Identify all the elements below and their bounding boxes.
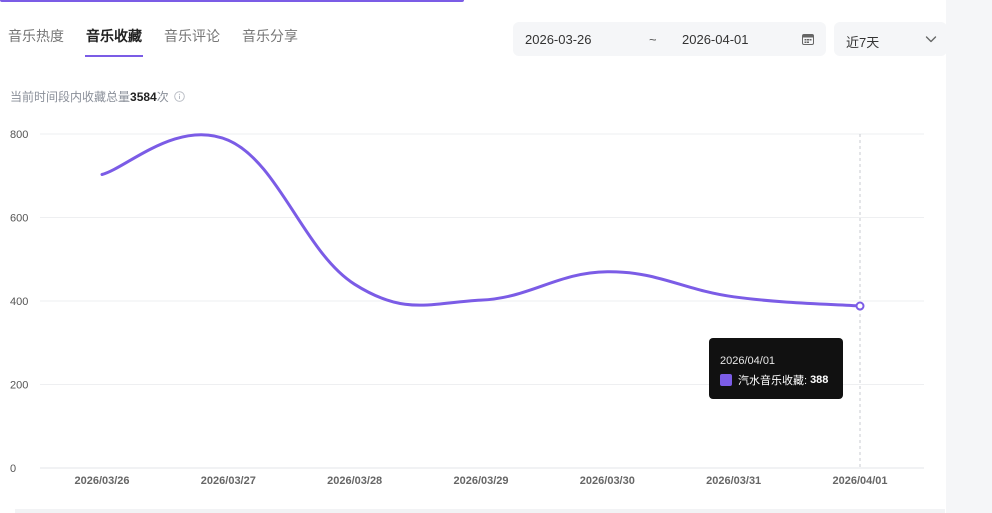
x-tick-label: 2026/03/28 — [327, 475, 382, 487]
x-tick-label: 2026/03/26 — [74, 475, 129, 487]
tab-music-favorites[interactable]: 音乐收藏 — [85, 26, 143, 57]
top-accent-bar — [0, 0, 464, 2]
y-tick-label: 600 — [10, 213, 28, 225]
y-tick-label: 200 — [10, 380, 28, 392]
tab-music-comments[interactable]: 音乐评论 — [164, 28, 220, 44]
y-tick-label: 800 — [10, 129, 28, 141]
data-points — [855, 301, 865, 311]
tooltip-swatch — [720, 374, 732, 386]
x-tick-label: 2026/03/27 — [201, 475, 256, 487]
tooltip-value: 388 — [810, 374, 829, 386]
summary-suffix: 次 — [156, 90, 169, 104]
series-line-favorites — [100, 133, 862, 308]
period-select[interactable]: 近7天 — [834, 22, 947, 56]
x-axis: 2026/03/26 2026/03/27 2026/03/28 2026/03/29… — [74, 475, 887, 487]
y-axis: 0 200 400 600 800 — [10, 129, 28, 475]
period-value: 近7天 — [846, 35, 880, 50]
x-tick-label: 2026/03/30 — [580, 475, 635, 487]
start-date[interactable]: 2026-03-26 — [525, 31, 592, 47]
chevron-down-icon — [925, 36, 937, 43]
highlighted-point[interactable] — [855, 301, 865, 311]
tab-music-shares[interactable]: 音乐分享 — [242, 28, 298, 44]
chart-tooltip: 2026/04/01 汽水音乐收藏: 388 — [709, 338, 843, 399]
info-icon[interactable] — [173, 91, 185, 102]
summary-total: 3584 — [130, 89, 157, 104]
date-separator: ~ — [649, 31, 657, 47]
tab-music-heat[interactable]: 音乐热度 — [8, 28, 64, 44]
calendar-icon[interactable] — [802, 33, 814, 45]
tab-bar: 音乐热度 音乐收藏 音乐评论 音乐分享 — [8, 26, 320, 57]
tooltip-row: 汽水音乐收藏: 388 — [720, 372, 828, 388]
end-date[interactable]: 2026-04-01 — [682, 31, 749, 47]
x-tick-label: 2026/03/31 — [706, 475, 761, 487]
x-tick-label: 2026/03/29 — [453, 475, 508, 487]
tooltip-series-label: 汽水音乐收藏: — [738, 375, 808, 387]
tooltip-date: 2026/04/01 — [720, 355, 776, 367]
y-tick-label: 400 — [10, 296, 28, 308]
bottom-divider — [15, 509, 945, 513]
x-tick-label: 2026/04/01 — [832, 475, 887, 487]
date-range-picker[interactable]: 2026-03-26 ~ 2026-04-01 — [513, 22, 826, 56]
summary-text: 当前时间段内收藏总量 3584 次 — [10, 88, 185, 105]
y-tick-label: 0 — [10, 463, 16, 475]
right-panel-edge — [946, 0, 992, 513]
summary-prefix: 当前时间段内收藏总量 — [10, 90, 131, 104]
